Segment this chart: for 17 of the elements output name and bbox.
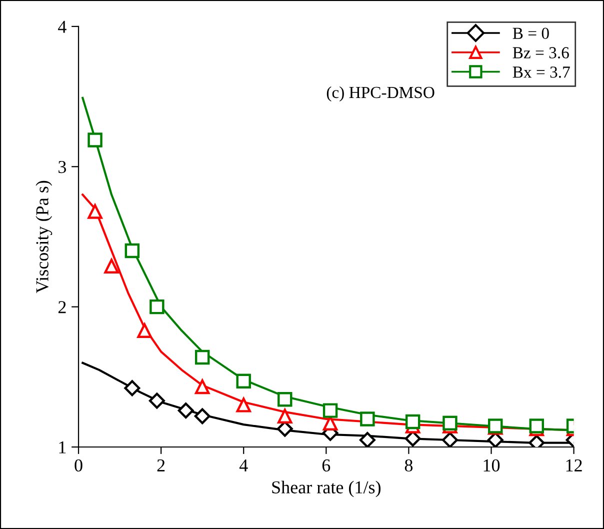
y-axis-title: Viscosity (Pa s) (36, 180, 52, 294)
x-tick-label: 6 (322, 459, 330, 472)
x-tick-label: 4 (239, 459, 248, 472)
x-tick-label: 8 (404, 459, 413, 472)
y-tick-label: 2 (58, 301, 66, 314)
x-tick-label: 2 (157, 459, 165, 472)
annotation: (c) HPC-DMSO (326, 86, 434, 102)
x-tick-label: 10 (484, 459, 500, 472)
legend-label: B = 0 (512, 28, 549, 39)
y-tick-label: 1 (59, 441, 66, 454)
x-tick-label: 0 (74, 459, 82, 472)
legend-label: Bz = 3.6 (512, 47, 569, 58)
y-tick-label: 3 (58, 160, 66, 174)
legend-label: Bx = 3.7 (512, 66, 570, 78)
x-axis-title: Shear rate (1/s) (272, 480, 381, 498)
x-tick-label: 12 (566, 459, 582, 472)
y-tick-label: 4 (58, 20, 66, 33)
